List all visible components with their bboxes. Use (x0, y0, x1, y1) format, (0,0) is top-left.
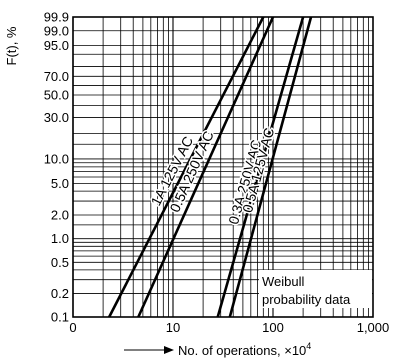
annotation-box: Weibull probability data (259, 270, 372, 308)
x-axis-title-exponent: 4 (306, 341, 311, 351)
annotation-text-line2: probability data (262, 292, 351, 307)
x-tick-label: 10 (166, 320, 180, 335)
series-line (137, 16, 275, 318)
x-axis-arrow-head (164, 346, 174, 354)
series-line (228, 16, 313, 318)
y-tick-label: 5.0 (51, 176, 69, 191)
y-axis-title: F(t), % (4, 26, 19, 65)
series-lines (108, 16, 313, 318)
y-tick-label: 1.0 (51, 231, 69, 246)
x-axis-title: No. of operations, ×104 (178, 341, 311, 358)
y-tick-label: 0.5 (51, 255, 69, 270)
y-tick-label: 2.0 (51, 208, 69, 223)
x-tick-label: 100 (262, 320, 284, 335)
y-tick-label: 99.0 (44, 23, 69, 38)
x-axis-title-group: No. of operations, ×104 (124, 341, 311, 358)
y-tick-label: 70.0 (44, 69, 69, 84)
annotation-text-line1: Weibull (262, 274, 305, 289)
y-tick-label: 99.9 (44, 10, 69, 25)
series-line (216, 16, 305, 318)
y-tick-label: 10.0 (44, 151, 69, 166)
series-line (108, 16, 265, 318)
x-tick-label: 0 (69, 320, 76, 335)
x-tick-label: 1,000 (357, 320, 390, 335)
y-tick-label: 0.2 (51, 286, 69, 301)
y-tick-label: 0.1 (51, 310, 69, 325)
y-tick-label: 30.0 (44, 110, 69, 125)
chart-labels: 99.999.095.0 70.0 50.0 30.0 10.0 5.0 2.0 1.0 0.5… (44, 10, 390, 336)
y-tick-label: 50.0 (44, 88, 69, 103)
y-tick-label: 95.0 (44, 38, 69, 53)
x-axis-title-text: No. of operations, ×10 (178, 343, 306, 358)
plot-frame (72, 16, 374, 318)
